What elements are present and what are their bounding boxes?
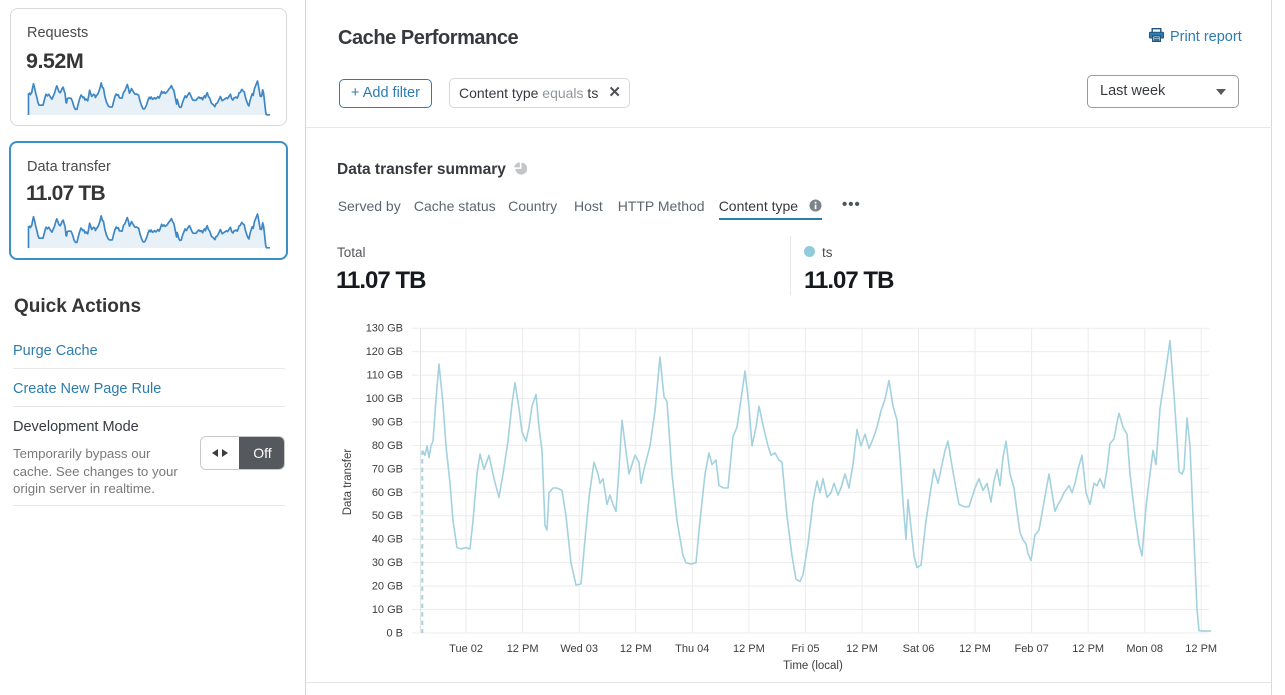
svg-text:Mon 08: Mon 08 <box>1126 643 1163 655</box>
svg-text:80 GB: 80 GB <box>372 440 403 452</box>
svg-text:0 B: 0 B <box>386 628 403 640</box>
svg-text:100 GB: 100 GB <box>366 393 403 405</box>
svg-text:12 PM: 12 PM <box>959 643 991 655</box>
svg-text:Thu 04: Thu 04 <box>675 643 709 655</box>
svg-text:Fri 05: Fri 05 <box>791 643 819 655</box>
svg-text:10 GB: 10 GB <box>372 604 403 616</box>
svg-text:20 GB: 20 GB <box>372 581 403 593</box>
svg-text:Tue 02: Tue 02 <box>449 643 483 655</box>
svg-text:60 GB: 60 GB <box>372 487 403 499</box>
svg-text:12 PM: 12 PM <box>507 643 539 655</box>
svg-text:Feb 07: Feb 07 <box>1014 643 1048 655</box>
svg-text:110 GB: 110 GB <box>367 370 404 382</box>
svg-text:Data transfer: Data transfer <box>342 449 354 516</box>
svg-text:12 PM: 12 PM <box>1185 643 1217 655</box>
svg-text:12 PM: 12 PM <box>620 643 652 655</box>
svg-text:12 PM: 12 PM <box>733 643 765 655</box>
svg-text:50 GB: 50 GB <box>372 510 403 522</box>
svg-text:Sat 06: Sat 06 <box>903 643 935 655</box>
svg-text:30 GB: 30 GB <box>372 557 403 569</box>
svg-text:40 GB: 40 GB <box>372 534 403 546</box>
svg-text:70 GB: 70 GB <box>372 463 403 475</box>
svg-text:90 GB: 90 GB <box>372 417 403 429</box>
svg-text:120 GB: 120 GB <box>366 346 403 358</box>
svg-text:Wed 03: Wed 03 <box>560 643 598 655</box>
svg-text:12 PM: 12 PM <box>1072 643 1104 655</box>
svg-text:12 PM: 12 PM <box>846 643 878 655</box>
svg-text:Time (local): Time (local) <box>783 660 843 672</box>
svg-text:130 GB: 130 GB <box>366 323 403 335</box>
